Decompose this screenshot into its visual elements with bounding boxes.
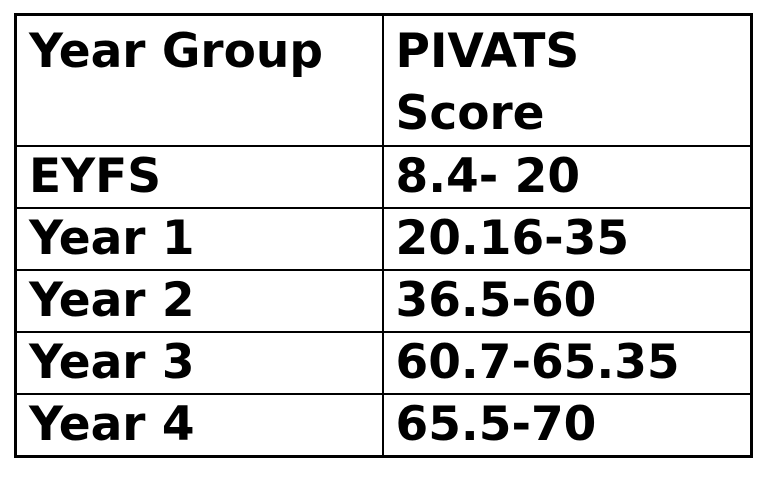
year-group-cell: Year 2 — [14, 269, 384, 333]
year-group-cell: EYFS — [14, 145, 384, 209]
table-row: Year 2 36.5-60 — [14, 269, 753, 333]
pivats-score-cell: 65.5-70 — [381, 393, 753, 458]
table-row: Year 4 65.5-70 — [14, 393, 753, 458]
table-row: Year 1 20.16-35 — [14, 207, 753, 271]
header-row: Year Group PIVATS Score — [14, 13, 753, 147]
table-body: EYFS 8.4- 20 Year 1 20.16-35 Year 2 36.5-60 Ye… — [14, 145, 753, 458]
year-group-cell: Year 1 — [14, 207, 384, 271]
pivats-score-cell: 8.4- 20 — [381, 145, 753, 209]
pivats-score-cell: 20.16-35 — [381, 207, 753, 271]
table-row: Year 3 60.7-65.35 — [14, 331, 753, 395]
year-group-column-header: Year Group — [14, 13, 384, 147]
pivats-score-cell: 36.5-60 — [381, 269, 753, 333]
year-group-cell: Year 3 — [14, 331, 384, 395]
table-row: EYFS 8.4- 20 — [14, 145, 753, 209]
pivats-score-column-header: PIVATS Score — [381, 13, 753, 147]
year-group-cell: Year 4 — [14, 393, 384, 458]
pivats-score-cell: 60.7-65.35 — [381, 331, 753, 395]
pivats-score-table: Year Group PIVATS Score EYFS 8.4- 20 Year … — [14, 13, 753, 458]
